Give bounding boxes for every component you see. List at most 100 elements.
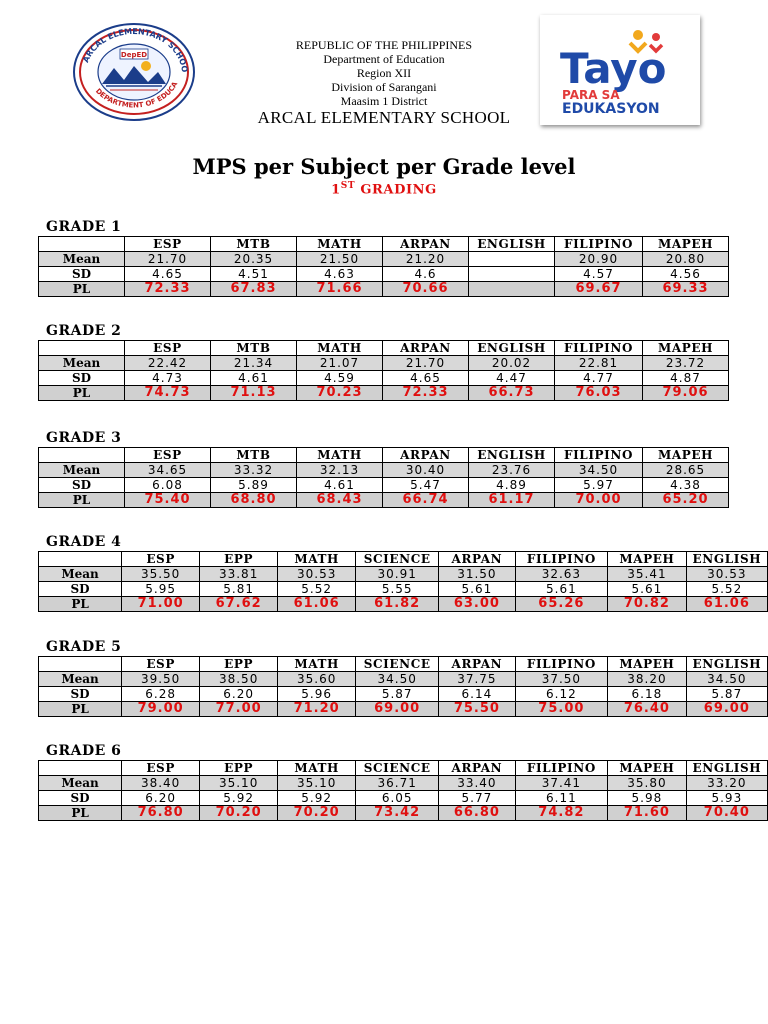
grade-label: GRADE 2 (46, 323, 122, 339)
mean-value: 35.60 (277, 671, 357, 687)
pl-value: 73.42 (355, 805, 440, 821)
corner-cell (38, 447, 125, 463)
pl-value: 71.66 (296, 281, 383, 297)
mean-value: 21.70 (382, 355, 469, 371)
row-label: PL (37, 805, 123, 821)
subject-header: MTB (210, 340, 297, 356)
corner-cell (38, 340, 125, 356)
subject-header: MATH (277, 656, 357, 672)
pl-value: 67.83 (210, 281, 297, 297)
subject-header: ENGLISH (468, 340, 555, 356)
mean-value: 22.42 (124, 355, 211, 371)
row-label: SD (37, 581, 123, 597)
subject-header: FILIPINO (554, 236, 643, 252)
sd-value: 5.92 (199, 790, 279, 806)
row-label: PL (37, 596, 123, 612)
mean-value: 20.80 (642, 251, 729, 267)
row-label: Mean (38, 251, 125, 267)
sd-value: 5.61 (438, 581, 516, 597)
mean-value: 35.80 (607, 775, 687, 791)
pl-value: 71.60 (607, 805, 687, 821)
mean-value: 35.10 (277, 775, 357, 791)
sd-value: 5.52 (685, 581, 768, 597)
subject-header: ESP (121, 656, 201, 672)
pl-row: PL 76.80 70.20 70.20 73.42 66.80 74.82 71.60 70.… (37, 805, 768, 821)
mean-value: 34.50 (355, 671, 440, 687)
mean-value: 21.20 (382, 251, 469, 267)
sd-value: 5.87 (685, 686, 768, 702)
sd-row: SD 6.20 5.92 5.92 6.05 5.77 6.11 5.98 5.93 (37, 790, 768, 806)
subject-header: MAPEH (642, 340, 729, 356)
sd-value: 5.98 (607, 790, 687, 806)
pl-row: PL 75.40 68.80 68.43 66.74 61.17 70.00 65.20 (38, 492, 729, 508)
subject-header: ARPAN (382, 447, 469, 463)
mean-value: 23.76 (468, 462, 555, 478)
row-label: SD (38, 266, 125, 282)
subject-header: FILIPINO (554, 447, 643, 463)
sd-value: 4.59 (296, 370, 383, 386)
subject-header: ESP (121, 760, 201, 776)
grading-ordinal: 1 (331, 182, 341, 198)
svg-text:Tayo: Tayo (560, 44, 667, 93)
pl-value: 70.82 (607, 596, 687, 612)
mps-table: ESP EPP MATH SCIENCE ARPAN FILIPINO MAPEH ENGLI… (37, 656, 768, 717)
subject-header: EPP (199, 656, 279, 672)
mean-value: 21.50 (296, 251, 383, 267)
svg-text:DepED: DepED (121, 51, 147, 59)
mean-value: 30.53 (277, 566, 357, 582)
subject-header: FILIPINO (514, 551, 609, 567)
pl-value: 79.06 (642, 385, 729, 401)
mean-value: 35.41 (607, 566, 687, 582)
sd-value: 6.14 (438, 686, 516, 702)
mean-value: 30.91 (355, 566, 440, 582)
subject-header: ENGLISH (685, 656, 768, 672)
subject-header: ESP (124, 340, 211, 356)
subject-header: ARPAN (438, 760, 516, 776)
sd-value: 4.57 (554, 266, 643, 282)
mean-value: 35.50 (121, 566, 201, 582)
mean-value: 35.10 (199, 775, 279, 791)
subject-header: MAPEH (607, 656, 687, 672)
sd-value: 6.08 (124, 477, 211, 493)
pl-value: 61.06 (277, 596, 357, 612)
mean-value: 39.50 (121, 671, 201, 687)
sd-value: 5.47 (382, 477, 469, 493)
subject-header: ESP (124, 447, 211, 463)
sd-value: 6.12 (514, 686, 609, 702)
sd-value: 4.65 (382, 370, 469, 386)
mean-value: 22.81 (554, 355, 643, 371)
subject-header: MATH (277, 551, 357, 567)
district-line: Maasim 1 District (340, 94, 428, 108)
mps-table: ESP MTB MATH ARPAN ENGLISH FILIPINO MAPEH Mean 2… (38, 236, 729, 297)
sd-value: 4.6 (382, 266, 469, 282)
sd-value (468, 266, 555, 282)
mean-value: 38.20 (607, 671, 687, 687)
pl-value: 72.33 (382, 385, 469, 401)
sd-value: 5.97 (554, 477, 643, 493)
subject-header: FILIPINO (514, 760, 609, 776)
sd-value: 4.61 (210, 370, 297, 386)
header-row: ESP EPP MATH SCIENCE ARPAN FILIPINO MAPEH ENGLI… (37, 760, 768, 776)
row-label: Mean (38, 355, 125, 371)
pl-value: 66.73 (468, 385, 555, 401)
svg-text:EDUKASYON: EDUKASYON (562, 101, 660, 117)
division-line: Division of Sarangani (331, 80, 437, 94)
subject-header: SCIENCE (355, 656, 440, 672)
row-label: SD (38, 477, 125, 493)
mean-value: 34.50 (554, 462, 643, 478)
pl-value: 76.03 (554, 385, 643, 401)
subject-header: ARPAN (438, 656, 516, 672)
pl-value: 76.40 (607, 701, 687, 717)
sd-value: 6.18 (607, 686, 687, 702)
pl-value: 68.80 (210, 492, 297, 508)
subject-header: ENGLISH (685, 551, 768, 567)
pl-value: 67.62 (199, 596, 279, 612)
sd-value: 4.65 (124, 266, 211, 282)
subject-header: ARPAN (438, 551, 516, 567)
sd-value: 6.20 (199, 686, 279, 702)
mean-value: 21.70 (124, 251, 211, 267)
mps-table: ESP MTB MATH ARPAN ENGLISH FILIPINO MAPEH Mean 3… (38, 447, 729, 508)
pl-value: 71.13 (210, 385, 297, 401)
grade-label: GRADE 1 (46, 219, 122, 235)
subject-header: ENGLISH (468, 236, 555, 252)
